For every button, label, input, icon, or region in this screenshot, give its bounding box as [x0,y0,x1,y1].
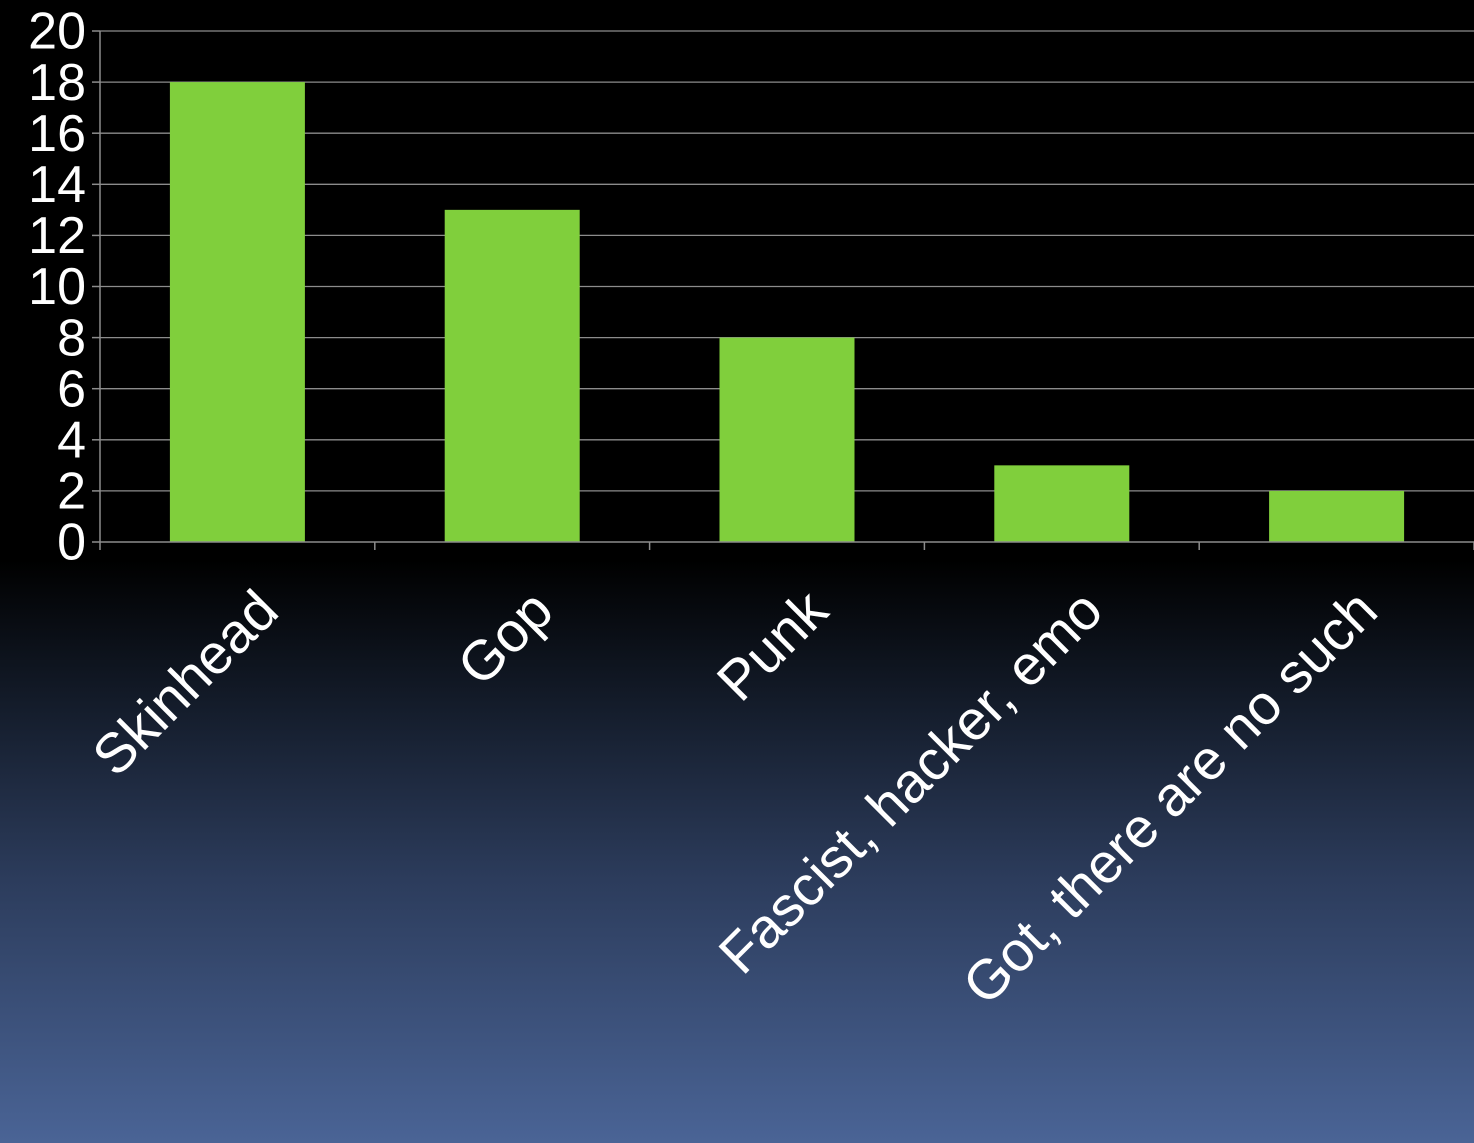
bar [719,337,855,542]
y-tick-label: 14 [28,156,86,214]
axes [92,30,1474,550]
y-tick-label: 2 [57,463,86,521]
x-tick-label: Gop [445,578,564,697]
y-tick-label: 18 [28,54,86,112]
y-tick-label: 10 [28,258,86,316]
y-tick-label: 6 [57,360,86,418]
bar [444,209,580,542]
y-tick-label: 0 [57,514,86,572]
y-tick-label: 16 [28,105,86,163]
bar [1269,490,1405,542]
x-tick-label: Punk [705,577,841,713]
y-tick-label: 20 [28,3,86,61]
x-tick-label: Skinhead [80,578,290,788]
bar [169,82,305,542]
bars [169,82,1405,542]
bar [994,465,1130,542]
y-tick-label: 8 [57,309,86,367]
grid-lines [100,30,1474,492]
y-tick-label: 12 [28,207,86,265]
y-tick-label: 4 [57,412,86,470]
